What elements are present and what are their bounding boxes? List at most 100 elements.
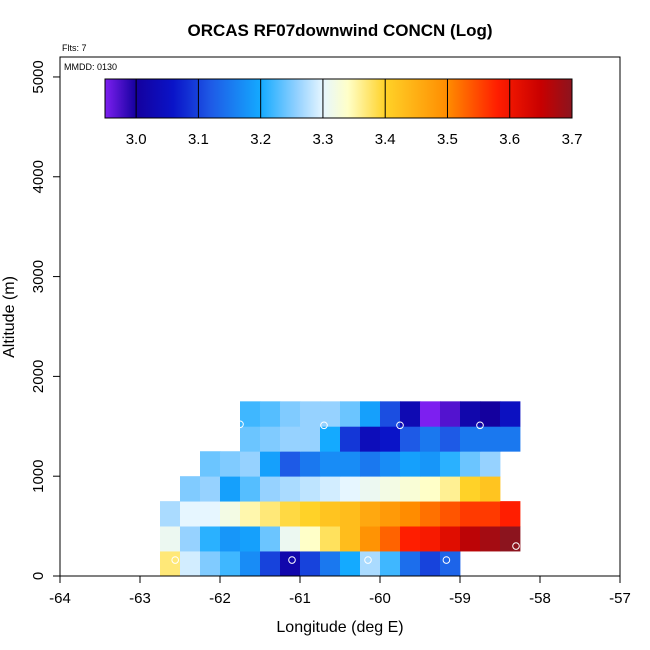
- colorbar-ticks: 3.0 3.1 3.2 3.3 3.4 3.5 3.6 3.7: [126, 79, 582, 148]
- heatmap-cell-r0-c0: [160, 551, 181, 577]
- x-tick-label-2: -62: [209, 590, 231, 607]
- chart-title: ORCAS RF07downwind CONCN (Log): [187, 21, 492, 40]
- heatmap-cell-r1-c17: [500, 526, 521, 552]
- heatmap-cell-r5-c8: [400, 426, 421, 452]
- heatmap-cell-r1-c10: [360, 526, 381, 552]
- heatmap-cell-r1-c9: [340, 526, 361, 552]
- heatmap-cell-r2-c13: [420, 501, 441, 527]
- heatmap-cell-r4-c8: [360, 451, 381, 477]
- date-note: MMDD: 0130: [64, 62, 117, 72]
- y-axis-label: Altitude (m): [1, 276, 18, 358]
- heatmap-cell-r4-c3: [260, 451, 281, 477]
- heatmap-cell-r5-c7: [380, 426, 401, 452]
- heatmap-cell-r6-c7: [380, 401, 401, 427]
- heatmap-cell-r2-c9: [340, 501, 361, 527]
- heatmap-cell-r4-c1: [220, 451, 241, 477]
- heatmap-cell-r0-c2: [200, 551, 221, 577]
- heatmap-cell-r4-c0: [200, 451, 221, 477]
- heatmap-cell-r6-c10: [440, 401, 461, 427]
- heatmap-cell-r1-c11: [380, 526, 401, 552]
- heatmap-cell-r2-c15: [460, 501, 481, 527]
- flight-marker-8: [476, 421, 484, 430]
- heatmap-cell-r3-c15: [480, 476, 501, 502]
- heatmap-cell-r5-c4: [320, 426, 341, 452]
- heatmap-cell-r2-c11: [380, 501, 401, 527]
- x-tick-label-1: -63: [129, 590, 151, 607]
- flight-marker-7: [442, 556, 451, 564]
- heatmap-cell-r0-c1: [180, 551, 201, 577]
- heatmap-cell-r5-c0: [240, 426, 261, 452]
- heatmap-cell-r0-c8: [320, 551, 341, 577]
- heatmap-cell-r3-c4: [260, 476, 281, 502]
- colorbar-tick-label-3: 3.3: [313, 131, 334, 148]
- heatmap-cell-r1-c4: [240, 526, 261, 552]
- colorbar-gradient: [105, 79, 572, 118]
- colorbar-tick-label-5: 3.5: [437, 131, 458, 148]
- y-tick-label-1: 1000: [30, 460, 47, 493]
- heatmap-cell-r4-c7: [340, 451, 361, 477]
- heatmap-cell-r0-c10: [360, 551, 381, 577]
- heatmap-cell-r6-c11: [460, 401, 481, 427]
- heatmap-cell-r3-c10: [380, 476, 401, 502]
- heatmap-cell-r2-c0: [160, 501, 181, 527]
- heatmap-cell-r5-c12: [480, 426, 501, 452]
- heatmap-cell-r2-c17: [500, 501, 521, 527]
- heatmap-cell-r2-c14: [440, 501, 461, 527]
- heatmap-cell-r1-c8: [320, 526, 341, 552]
- heatmap-cell-r1-c15: [460, 526, 481, 552]
- heatmap-cell-r2-c3: [220, 501, 241, 527]
- heatmap-cell-r2-c4: [240, 501, 261, 527]
- flight-markers: [140, 420, 520, 564]
- heatmap-cell-r4-c10: [400, 451, 421, 477]
- heatmap-cell-r3-c2: [220, 476, 241, 502]
- heatmap-cell-r5-c2: [280, 426, 301, 452]
- heatmap-cell-r5-c1: [260, 426, 281, 452]
- flight-marker-9: [512, 542, 520, 550]
- heatmap-cell-r3-c0: [180, 476, 201, 502]
- heatmap-cell-r3-c3: [240, 476, 261, 502]
- colorbar-tick-label-6: 3.6: [499, 131, 520, 148]
- y-tick-label-4: 4000: [30, 160, 47, 193]
- heatmap-cell-r4-c12: [440, 451, 461, 477]
- y-axis: 0 1000 2000 3000 4000 5000: [30, 60, 60, 580]
- heatmap-cell-r5-c9: [420, 426, 441, 452]
- heatmap-cell-r3-c12: [420, 476, 441, 502]
- heatmap-cell-r6-c3: [300, 401, 321, 427]
- heatmap-cell-r3-c5: [280, 476, 301, 502]
- heatmap-cell-r6-c13: [500, 401, 521, 427]
- heatmap-cell-r2-c12: [400, 501, 421, 527]
- heatmap-cell-r2-c6: [280, 501, 301, 527]
- y-tick-label-0: 0: [30, 572, 47, 580]
- x-axis-label: Longitude (deg E): [276, 619, 403, 636]
- heatmap-cell-r1-c7: [300, 526, 321, 552]
- y-tick-label-3: 3000: [30, 260, 47, 293]
- heatmap-cell-r2-c2: [200, 501, 221, 527]
- heatmap-cell-r1-c16: [480, 526, 501, 552]
- y-tick-label-2: 2000: [30, 360, 47, 393]
- x-tick-label-6: -58: [529, 590, 551, 607]
- heatmap-cell-r1-c0: [160, 526, 181, 552]
- heatmap-cell-r2-c5: [260, 501, 281, 527]
- heatmap-cell-r0-c13: [420, 551, 441, 577]
- colorbar-tick-label-1: 3.1: [188, 131, 209, 148]
- heatmap-cell-r6-c4: [320, 401, 341, 427]
- heatmap-cell-r6-c8: [400, 401, 421, 427]
- x-tick-label-5: -59: [449, 590, 471, 607]
- x-axis: -64 -63 -62 -61 -60 -59 -58 -57: [49, 576, 631, 607]
- x-tick-label-4: -60: [369, 590, 391, 607]
- heatmap-cell-r6-c5: [340, 401, 361, 427]
- heatmap-cell-r6-c0: [240, 401, 261, 427]
- heatmap-cell-r0-c4: [240, 551, 261, 577]
- flights-note: Flts: 7: [62, 43, 87, 53]
- heatmap-cell-r4-c2: [240, 451, 261, 477]
- heatmap-cell-r3-c13: [440, 476, 461, 502]
- heatmap-cell-r3-c11: [400, 476, 421, 502]
- heatmap-cell-r4-c14: [480, 451, 501, 477]
- y-tick-label-5: 5000: [30, 60, 47, 93]
- heatmap-cell-r3-c8: [340, 476, 361, 502]
- heatmap-cell-r0-c3: [220, 551, 241, 577]
- heatmap-cell-r5-c3: [300, 426, 321, 452]
- heatmap-cell-r5-c10: [440, 426, 461, 452]
- colorbar: 3.0 3.1 3.2 3.3 3.4 3.5 3.6 3.7: [104, 78, 582, 148]
